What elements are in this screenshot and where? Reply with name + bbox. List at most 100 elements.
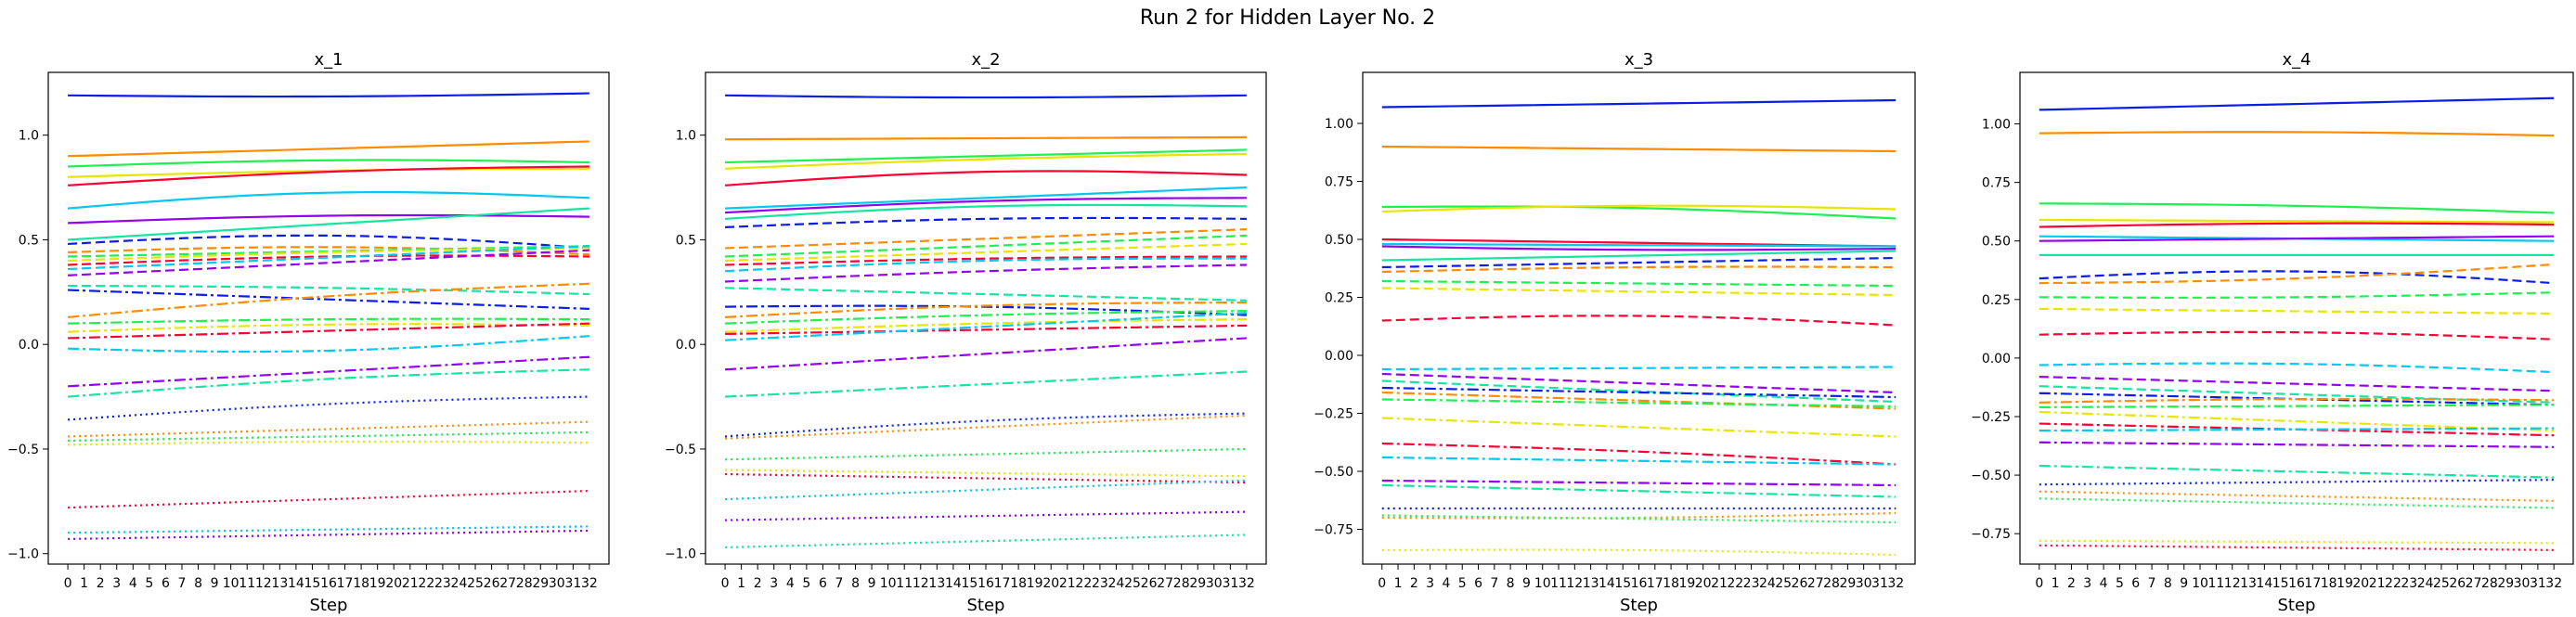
x-tick-label: 13: [928, 576, 945, 591]
series-line-19: [68, 317, 589, 325]
series-line-13: [2039, 330, 2555, 341]
series-line-26: [1381, 511, 1896, 520]
x-axis-label: Step: [310, 596, 348, 615]
y-tick-label: 0.0: [19, 338, 39, 353]
x-tick-label: 21: [402, 576, 419, 591]
x-tick-label: 27: [1807, 576, 1824, 591]
series-line-23: [68, 355, 589, 388]
x-tick-label: 3: [770, 576, 778, 591]
y-tick-label: 0.00: [1982, 352, 2011, 366]
x-tick-label: 28: [1173, 576, 1190, 591]
x-tick-label: 2: [97, 576, 105, 591]
subplot-x_2: 0 1 2 3 4 5 6 7 8 9 10 11 12 13 14 15 16 17 18 19 20 21 22 23 24…: [665, 50, 1267, 615]
y-tick-label: −0.5: [665, 443, 696, 457]
x-tick-label: 31: [2530, 576, 2546, 591]
series-line-15: [68, 249, 589, 276]
x-tick-label: 16: [2288, 576, 2305, 591]
y-tick-label: 0.0: [676, 338, 696, 353]
x-tick-label: 11: [2207, 576, 2224, 591]
x-tick-label: 2: [2067, 576, 2076, 591]
series-line-8: [1381, 250, 1896, 262]
x-tick-label: 8: [2164, 576, 2172, 591]
x-tick-label: 14: [288, 576, 304, 591]
series-line-17: [1381, 386, 1896, 399]
x-tick-label: 28: [2481, 576, 2498, 591]
series-line-24: [725, 370, 1247, 398]
series-line-26: [2039, 490, 2555, 502]
subplot-title: x_4: [2282, 50, 2311, 70]
x-tick-label: 12: [913, 576, 929, 591]
x-tick-label: 12: [255, 576, 272, 591]
series-line-2: [68, 140, 589, 158]
series-line-12: [2039, 307, 2555, 315]
series-line-13: [725, 255, 1247, 266]
x-tick-label: 6: [2131, 576, 2140, 591]
x-tick-label: 26: [484, 576, 500, 591]
x-axis-label: Step: [1620, 596, 1658, 615]
y-tick-label: 1.00: [1982, 118, 2011, 133]
y-tick-label: −0.50: [1971, 469, 2011, 483]
x-tick-label: 9: [1522, 576, 1531, 591]
x-tick-label: 17: [994, 576, 1011, 591]
series-line-22: [1381, 456, 1896, 466]
x-tick-label: 8: [851, 576, 860, 591]
series-line-21: [1381, 442, 1896, 466]
x-tick-label: 15: [2272, 576, 2289, 591]
series-line-18: [725, 301, 1247, 318]
series-line-25: [67, 395, 589, 421]
series-line-29: [725, 472, 1247, 484]
x-tick-label: 9: [211, 576, 219, 591]
x-tick-label: 23: [1743, 576, 1760, 591]
x-tick-label: 30: [2514, 576, 2531, 591]
x-tick-label: 19: [2337, 576, 2353, 591]
x-tick-label: 14: [2256, 576, 2272, 591]
x-tick-label: 29: [532, 576, 549, 591]
x-tick-label: 6: [819, 576, 827, 591]
x-tick-label: 15: [1614, 576, 1631, 591]
x-tick-label: 32: [581, 576, 598, 591]
y-tick-label: −0.5: [7, 443, 39, 457]
x-tick-label: 23: [434, 576, 451, 591]
series-line-28: [725, 469, 1247, 478]
subplot-title: x_3: [1625, 50, 1653, 70]
x-tick-label: 19: [1027, 576, 1043, 591]
series-line-16: [1381, 379, 1896, 404]
x-tick-label: 24: [1759, 576, 1776, 591]
x-tick-label: 16: [320, 576, 337, 591]
series-line-10: [1381, 265, 1896, 274]
x-tick-label: 13: [2240, 576, 2257, 591]
series-line-30: [725, 479, 1247, 501]
x-tick-label: 10: [880, 576, 897, 591]
series-group: [1381, 98, 1896, 557]
series-line-10: [2039, 263, 2555, 285]
x-tick-label: 27: [499, 576, 516, 591]
x-tick-label: 6: [162, 576, 170, 591]
series-line-24: [67, 368, 589, 398]
subplot-x_4: 0 1 2 3 4 5 6 7 8 9 10 11 12 13 14 15 16 17 18 19 20 21 22 23 24…: [1971, 50, 2574, 615]
x-tick-label: 26: [2449, 576, 2466, 591]
x-tick-label: 3: [2083, 576, 2091, 591]
series-line-11: [725, 234, 1247, 258]
x-tick-label: 12: [2224, 576, 2241, 591]
x-tick-label: 21: [1059, 576, 1076, 591]
series-line-10: [68, 246, 589, 256]
series-line-4: [1381, 204, 1896, 213]
series-line-7: [2039, 235, 2555, 242]
x-tick-label: 7: [1490, 576, 1498, 591]
series-line-24: [2039, 464, 2555, 479]
x-tick-label: 28: [1823, 576, 1840, 591]
x-tick-label: 26: [1141, 576, 1158, 591]
series-line-26: [68, 420, 589, 438]
x-tick-label: 19: [369, 576, 386, 591]
x-tick-label: 20: [2352, 576, 2369, 591]
y-tick-label: −1.0: [7, 547, 39, 562]
y-tick-label: −0.25: [1314, 407, 1353, 422]
x-tick-label: 30: [1206, 576, 1223, 591]
x-tick-label: 24: [2417, 576, 2434, 591]
subplot-x_3: 0 1 2 3 4 5 6 7 8 9 10 11 12 13 14 15 16 17 18 19 20 21 22 23 24…: [1314, 50, 1916, 615]
subplot-title: x_1: [314, 50, 343, 70]
y-tick-label: −0.25: [1971, 410, 2011, 425]
subplot-title: x_2: [971, 50, 1000, 70]
x-tick-label: 24: [451, 576, 468, 591]
